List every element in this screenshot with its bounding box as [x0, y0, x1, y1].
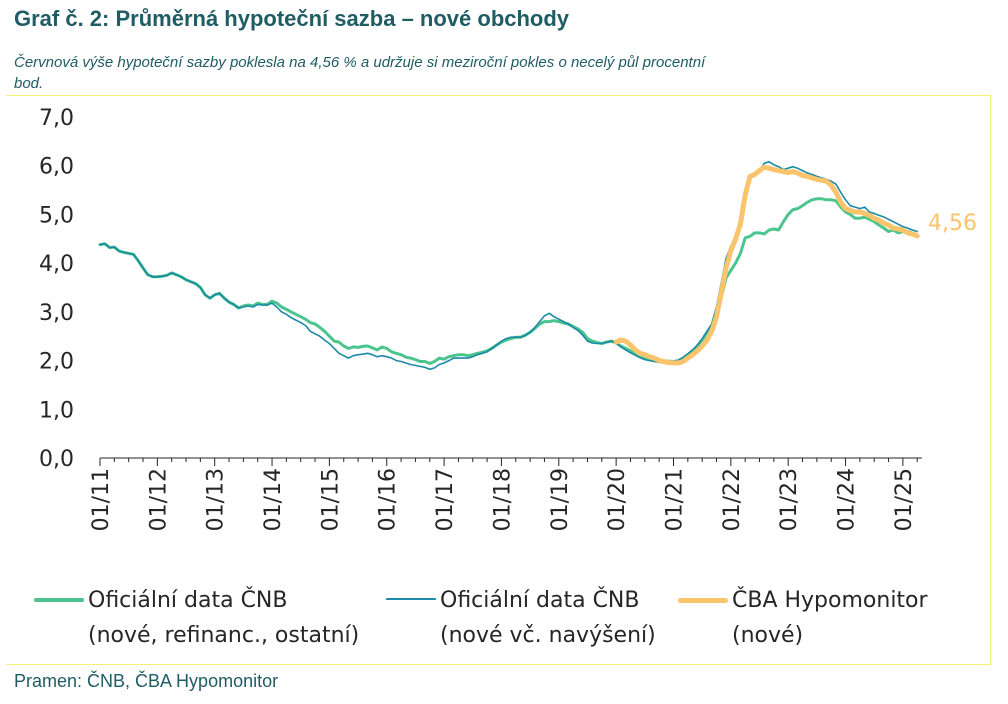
- series-line-cnb-new-incl-increase: [99, 161, 918, 371]
- x-tick-label: 01/23: [777, 468, 802, 531]
- legend-label: Oficiální data ČNB: [88, 588, 288, 613]
- y-tick-label: 5,0: [39, 203, 74, 228]
- x-tick-label: 01/15: [318, 468, 343, 531]
- x-tick-label: 01/16: [376, 468, 401, 531]
- x-tick-label: 01/13: [204, 468, 229, 531]
- chart-frame: [6, 95, 991, 665]
- x-tick-label: 01/14: [261, 468, 286, 531]
- x-tick-label: 01/21: [662, 468, 687, 531]
- x-tick-label: 01/18: [490, 468, 515, 531]
- x-tick-label: 01/12: [146, 468, 171, 531]
- x-tick-label: 01/11: [89, 468, 114, 531]
- legend-swatch: [678, 598, 728, 603]
- legend-swatch: [34, 598, 84, 602]
- y-tick-label: 3,0: [39, 301, 74, 326]
- legend-swatch: [386, 598, 436, 600]
- y-tick-label: 2,0: [39, 350, 74, 375]
- end-value-label: 4,56: [928, 211, 977, 236]
- chart-subtitle: Červnová výše hypoteční sazby poklesla n…: [14, 54, 706, 92]
- x-tick-label: 01/17: [433, 468, 458, 531]
- legend-sublabel: (nové vč. navýšení): [440, 623, 656, 648]
- x-tick-label: 01/19: [548, 468, 573, 531]
- chart-title: Graf č. 2: Průměrná hypoteční sazba – no…: [14, 6, 570, 31]
- y-tick-label: 0,0: [39, 447, 74, 472]
- legend-sublabel: (nové, refinanc., ostatní): [88, 623, 360, 648]
- legend-label: ČBA Hypomonitor: [732, 588, 928, 613]
- series-line-cba-hypomonitor: [613, 164, 920, 366]
- x-tick-label: 01/20: [605, 468, 630, 531]
- y-tick-label: 1,0: [39, 398, 74, 423]
- x-tick-label: 01/25: [892, 468, 917, 531]
- source-note: Pramen: ČNB, ČBA Hypomonitor: [14, 671, 279, 691]
- x-tick-label: 01/22: [720, 468, 745, 531]
- x-tick-label: 01/24: [835, 468, 860, 531]
- y-tick-label: 4,0: [39, 252, 74, 277]
- y-tick-label: 6,0: [39, 155, 74, 180]
- legend-label: Oficiální data ČNB: [440, 588, 640, 613]
- legend-sublabel: (nové): [732, 623, 804, 648]
- y-tick-label: 7,0: [39, 106, 74, 131]
